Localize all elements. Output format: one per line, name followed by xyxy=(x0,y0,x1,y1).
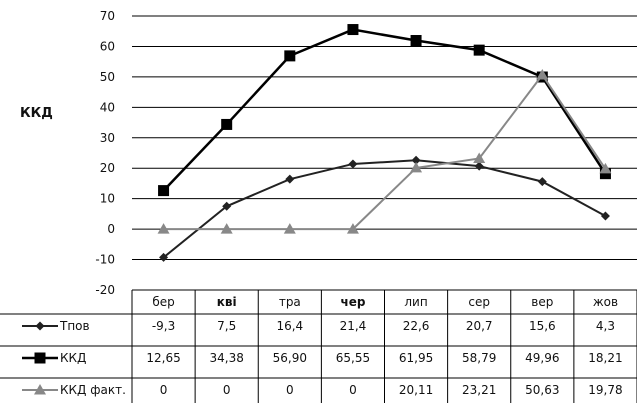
data-point xyxy=(599,168,611,180)
table-cell: 34,38 xyxy=(210,351,244,365)
gridlines xyxy=(132,15,637,291)
data-point xyxy=(347,24,359,36)
data-point xyxy=(159,252,169,262)
data-point xyxy=(158,185,170,197)
table-cell: 15,6 xyxy=(529,319,556,333)
y-tick-label: 20 xyxy=(100,161,115,175)
legend-entry: Тпов xyxy=(22,319,90,333)
table-cell: 49,96 xyxy=(525,351,559,365)
table-cell: 19,78 xyxy=(588,383,622,397)
table-cell: 0 xyxy=(286,383,294,397)
data-point xyxy=(473,44,485,56)
data-point xyxy=(537,177,547,187)
data-point xyxy=(346,223,359,234)
category-label: тра xyxy=(279,295,301,309)
category-label: жов xyxy=(593,295,618,309)
data-point xyxy=(34,352,46,364)
table-cell: 7,5 xyxy=(217,319,236,333)
category-label: бер xyxy=(152,295,174,309)
table-cell: 20,11 xyxy=(399,383,433,397)
legend-label: ККД факт. xyxy=(60,383,126,397)
y-tick-label: -20 xyxy=(95,283,115,297)
data-table: бер кві тра чер лип сер вер жов Тпов -9,3 7,5 16,4 2… xyxy=(0,290,637,403)
data-point xyxy=(284,50,296,62)
data-point xyxy=(221,118,233,130)
y-tick-label: 50 xyxy=(100,70,115,84)
data-point xyxy=(410,35,422,47)
table-cell: 58,79 xyxy=(462,351,496,365)
series-line xyxy=(162,28,607,192)
category-label: чер xyxy=(340,295,365,309)
category-label: вер xyxy=(531,295,553,309)
data-point xyxy=(283,223,296,234)
y-tick-labels: -20 -10 0 10 20 30 40 50 60 70 xyxy=(95,9,115,297)
data-point xyxy=(348,159,358,169)
series-1 xyxy=(159,155,610,262)
table-cell: 61,95 xyxy=(399,351,433,365)
table-cell: 50,63 xyxy=(525,383,559,397)
category-label: кві xyxy=(217,295,237,309)
series-line xyxy=(162,159,606,259)
data-point xyxy=(285,174,295,184)
y-tick-label: 0 xyxy=(107,222,115,236)
y-tick-label: 60 xyxy=(100,39,115,53)
series-lines xyxy=(157,24,612,262)
data-point xyxy=(34,384,46,395)
data-point xyxy=(536,68,549,80)
data-point xyxy=(474,161,484,171)
y-tick-label: 40 xyxy=(100,100,115,114)
table-cell: 0 xyxy=(223,383,231,397)
table-cell: 18,21 xyxy=(588,351,622,365)
legend-label: ККД xyxy=(60,351,86,365)
y-axis-label: ККД xyxy=(20,106,53,121)
table-cell: 4,3 xyxy=(596,319,615,333)
legend-label: Тпов xyxy=(59,319,90,333)
table-cell: 21,4 xyxy=(340,319,367,333)
table-cell: 20,7 xyxy=(466,319,493,333)
table-cell: 23,21 xyxy=(462,383,496,397)
legend-entry: ККД факт. xyxy=(22,383,126,397)
y-tick-label: -10 xyxy=(95,253,115,267)
data-point xyxy=(35,321,45,331)
data-point xyxy=(473,152,486,163)
category-label: сер xyxy=(468,295,490,309)
series-2 xyxy=(158,24,611,197)
series-line xyxy=(163,73,607,231)
table-cell: 0 xyxy=(160,383,168,397)
table-cell: 56,90 xyxy=(273,351,307,365)
y-tick-label: 30 xyxy=(100,131,115,145)
category-label: лип xyxy=(404,295,427,309)
table-cell: 65,55 xyxy=(336,351,370,365)
y-tick-label: 10 xyxy=(100,192,115,206)
data-point xyxy=(600,211,610,221)
table-cell: -9,3 xyxy=(152,319,175,333)
data-point xyxy=(410,161,423,173)
legend-entry: ККД xyxy=(22,351,86,365)
data-point xyxy=(599,162,612,174)
table-cell: 16,4 xyxy=(276,319,303,333)
data-point xyxy=(157,223,170,234)
data-point xyxy=(222,201,232,211)
table-cell: 0 xyxy=(349,383,357,397)
data-point xyxy=(220,223,233,234)
y-tick-label: 70 xyxy=(100,9,115,23)
data-point xyxy=(411,155,421,165)
series-3 xyxy=(157,68,612,234)
table-cell: 12,65 xyxy=(146,351,180,365)
table-cell: 22,6 xyxy=(403,319,430,333)
